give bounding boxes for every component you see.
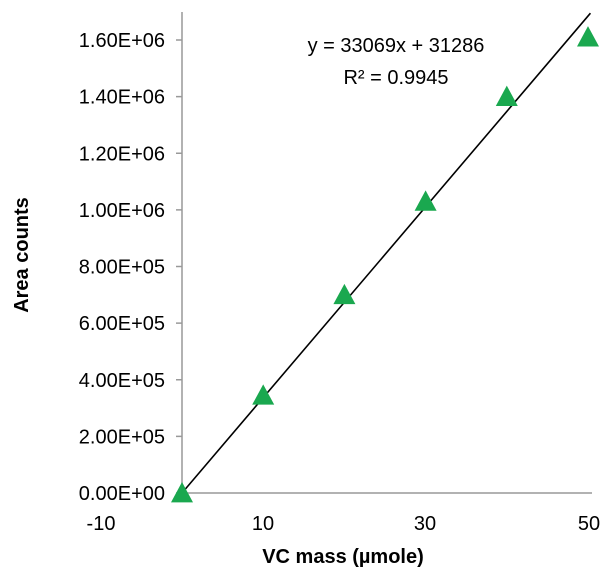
axes xyxy=(176,12,592,494)
data-point-triangle xyxy=(495,85,518,106)
y-tick-label: 2.00E+05 xyxy=(79,426,165,448)
y-tick-label: 0.00E+00 xyxy=(79,483,165,505)
y-axis-title: Area counts xyxy=(11,197,33,313)
x-tick-label: 50 xyxy=(578,513,600,535)
x-axis-title: VC mass (µmole) xyxy=(262,546,424,568)
y-tick-label: 1.40E+06 xyxy=(79,87,165,109)
y-tick-label: 1.60E+06 xyxy=(79,30,165,52)
x-tick-label: 30 xyxy=(414,513,436,535)
y-tick-label: 1.00E+06 xyxy=(79,200,165,222)
y-tick-label: 1.20E+06 xyxy=(79,143,165,165)
y-tick-label: 6.00E+05 xyxy=(79,313,165,335)
r-squared-label: R² = 0.9945 xyxy=(343,67,448,89)
data-point-triangle xyxy=(252,384,275,405)
y-tick-label: 4.00E+05 xyxy=(79,370,165,392)
trendline-group xyxy=(181,12,592,494)
trendline xyxy=(181,12,592,494)
y-tick-label: 8.00E+05 xyxy=(79,257,165,279)
x-tick-label: 10 xyxy=(252,513,274,535)
data-point-triangle xyxy=(577,26,599,47)
data-point-triangle xyxy=(171,482,193,503)
trendline-equation: y = 33069x + 31286 xyxy=(308,35,485,57)
tick-labels: 0.00E+00 2.00E+05 4.00E+05 6.00E+05 8.00E+05… xyxy=(79,30,600,535)
x-tick-label: -10 xyxy=(87,513,116,535)
data-points xyxy=(171,26,599,503)
data-point-triangle xyxy=(333,283,356,305)
data-point-triangle xyxy=(414,190,437,211)
